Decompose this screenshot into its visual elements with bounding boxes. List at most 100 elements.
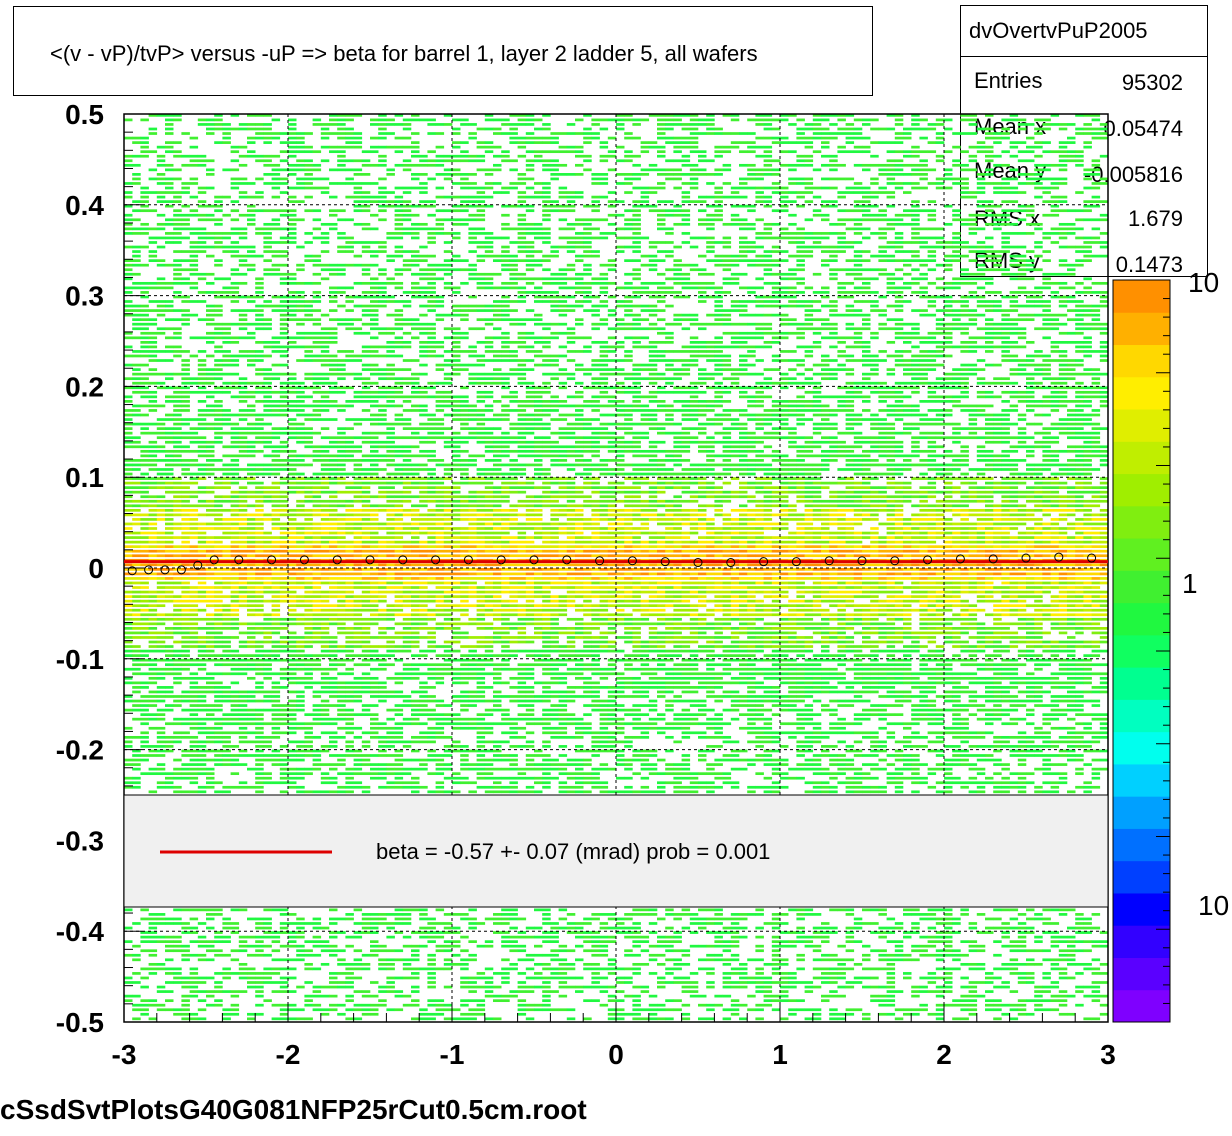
- heatmap-cell: [361, 499, 371, 503]
- heatmap-cell: [288, 277, 297, 281]
- heatmap-cell: [411, 232, 420, 235]
- heatmap-cell: [156, 658, 166, 662]
- heatmap-cell: [337, 717, 346, 721]
- heatmap-cell: [386, 173, 395, 176]
- heatmap-cell: [279, 168, 289, 172]
- heatmap-cell: [386, 545, 395, 549]
- heatmap-cell: [411, 985, 420, 989]
- heatmap-cell: [337, 645, 346, 648]
- heatmap-cell: [247, 468, 256, 471]
- heatmap-cell: [181, 953, 190, 957]
- heatmap-cell: [394, 472, 404, 476]
- heatmap-cell: [361, 622, 371, 626]
- heatmap-cell: [173, 291, 182, 294]
- heatmap-cell: [255, 935, 264, 939]
- heatmap-cell: [304, 735, 313, 739]
- heatmap-cell: [140, 699, 149, 703]
- heatmap-cell: [189, 772, 199, 776]
- heatmap-cell: [279, 1012, 289, 1016]
- heatmap-cell: [148, 631, 158, 635]
- heatmap-cell: [411, 758, 420, 762]
- heatmap-cell: [402, 577, 412, 580]
- heatmap-cell: [345, 667, 354, 671]
- heatmap-cell: [279, 617, 289, 621]
- heatmap-cell: [296, 695, 305, 698]
- heatmap-cell: [230, 454, 240, 458]
- heatmap-cell: [230, 150, 240, 154]
- heatmap-cell: [156, 159, 166, 163]
- heatmap-cell: [411, 617, 420, 621]
- heatmap-cell: [411, 436, 420, 440]
- heatmap-cell: [189, 241, 199, 244]
- heatmap-cell: [140, 554, 149, 558]
- heatmap-cell: [189, 631, 199, 635]
- heatmap-cell: [263, 581, 272, 585]
- heatmap-cell: [411, 486, 420, 489]
- heatmap-cell: [427, 713, 436, 716]
- heatmap-cell: [361, 241, 371, 244]
- heatmap-cell: [222, 527, 231, 530]
- heatmap-cell: [419, 363, 428, 367]
- heatmap-cell: [394, 254, 404, 258]
- heatmap-cell: [419, 622, 428, 626]
- heatmap-cell: [197, 427, 207, 430]
- heatmap-cell: [271, 658, 281, 662]
- heatmap-cell: [189, 695, 199, 698]
- heatmap-cell: [370, 940, 379, 943]
- heatmap-cell: [271, 1003, 281, 1007]
- heatmap-cell: [345, 418, 354, 421]
- heatmap-cell: [214, 440, 223, 444]
- heatmap-cell: [320, 772, 330, 776]
- heatmap-cell: [288, 749, 297, 753]
- heatmap-cell: [345, 699, 354, 703]
- heatmap-cell: [271, 173, 281, 176]
- heatmap-cell: [148, 540, 158, 544]
- heatmap-cell: [427, 590, 436, 594]
- heatmap-cell: [255, 740, 264, 744]
- heatmap-cell: [361, 182, 371, 185]
- heatmap-cell: [312, 654, 322, 657]
- heatmap-cell: [189, 522, 199, 526]
- heatmap-cell: [435, 431, 445, 435]
- heatmap-cell: [411, 785, 420, 789]
- heatmap-cell: [173, 263, 182, 267]
- heatmap-cell: [427, 649, 436, 653]
- heatmap-cell: [156, 114, 166, 117]
- heatmap-cell: [329, 268, 338, 272]
- heatmap-cell: [394, 368, 404, 371]
- heatmap-cell: [124, 599, 133, 603]
- heatmap-cell: [320, 345, 330, 349]
- heatmap-cell: [337, 681, 346, 685]
- heatmap-cell: [206, 272, 215, 276]
- heatmap-cell: [353, 481, 363, 485]
- heatmap-cell: [435, 145, 445, 149]
- heatmap-cell: [230, 472, 240, 476]
- heatmap-cell: [345, 504, 354, 508]
- heatmap-cell: [361, 536, 371, 539]
- heatmap-cell: [222, 735, 231, 739]
- heatmap-cell: [156, 259, 166, 262]
- heatmap-cell: [247, 953, 256, 957]
- heatmap-cell: [271, 527, 281, 530]
- heatmap-cell: [173, 445, 182, 449]
- heatmap-cell: [345, 350, 354, 353]
- heatmap-cell: [304, 209, 313, 213]
- heatmap-cell: [263, 232, 272, 235]
- heatmap-cell: [337, 672, 346, 676]
- heatmap-cell: [435, 622, 445, 626]
- heatmap-cell: [238, 640, 248, 644]
- heatmap-cell: [189, 182, 199, 185]
- heatmap-cell: [148, 463, 158, 467]
- heatmap-cell: [419, 599, 428, 603]
- heatmap-cell: [378, 404, 387, 408]
- heatmap-cell: [296, 427, 305, 430]
- heatmap-cell: [197, 981, 207, 984]
- heatmap-cell: [337, 250, 346, 253]
- heatmap-cell: [312, 640, 322, 644]
- heatmap-cell: [230, 595, 240, 598]
- heatmap-cell: [435, 540, 445, 544]
- heatmap-cell: [271, 345, 281, 349]
- heatmap-cell: [353, 726, 363, 730]
- heatmap-cell: [148, 359, 158, 362]
- heatmap-cell: [238, 572, 248, 576]
